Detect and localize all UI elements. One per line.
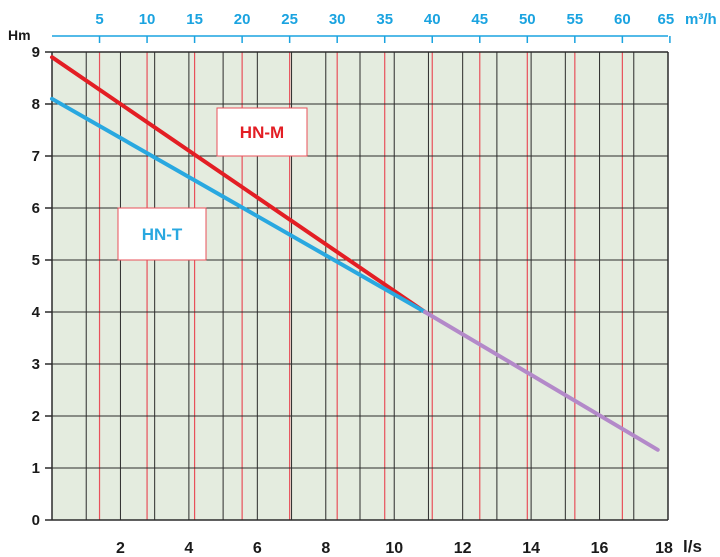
x-axis-title: l/s — [683, 537, 702, 556]
y-tick-label: 7 — [32, 148, 40, 165]
x2-tick-label: 65 — [658, 11, 675, 28]
series-lines — [50, 55, 660, 452]
y-tick-label: 4 — [32, 304, 41, 321]
x2-tick-label: 25 — [281, 11, 298, 28]
x-tick-label: 12 — [454, 540, 472, 557]
y-tick-label: 5 — [32, 252, 40, 269]
y-axis-ticks: 0 1 2 3 4 5 6 7 8 9 — [32, 44, 52, 529]
x-tick-label: 18 — [655, 540, 673, 557]
x2-tick-label: 30 — [329, 11, 346, 28]
x-tick-label: 6 — [253, 540, 262, 557]
x2-tick-label: 15 — [186, 11, 203, 28]
y-tick-label: 6 — [32, 200, 40, 217]
x2-tick-label: 10 — [139, 11, 156, 28]
y-tick-label: 2 — [32, 408, 40, 425]
series-label: HN-M — [240, 123, 284, 142]
series-line — [50, 96, 428, 314]
series-line — [50, 55, 428, 314]
x2-tick-label: 55 — [566, 11, 583, 28]
x-axis-ticks: 2 4 6 8 10 12 14 16 18 — [116, 540, 673, 557]
x-tick-label: 8 — [321, 540, 330, 557]
y-axis-title: Hm — [8, 27, 31, 43]
y-tick-label: 9 — [32, 44, 40, 61]
y-tick-label: 8 — [32, 96, 40, 113]
x2-tick-label: 35 — [376, 11, 393, 28]
x-tick-label: 4 — [184, 540, 193, 557]
x-tick-label: 14 — [522, 540, 540, 557]
series-label-box — [216, 107, 308, 157]
series-labels: HN-M HN-T — [117, 107, 308, 261]
x2-tick-label: 45 — [471, 11, 488, 28]
grid — [51, 51, 669, 521]
x2-tick-label: 20 — [234, 11, 251, 28]
y-tick-label: 3 — [32, 356, 40, 373]
x2-axis-ticks: 5 10 15 20 25 30 35 40 45 50 55 60 65 — [95, 11, 674, 43]
x2-tick-label: 40 — [424, 11, 441, 28]
x2-tick-label: 5 — [95, 11, 103, 28]
series-line — [423, 310, 660, 452]
x2-axis-title: m³/h — [685, 11, 717, 28]
x-tick-label: 16 — [591, 540, 609, 557]
x-tick-label: 2 — [116, 540, 125, 557]
series-label: HN-T — [142, 225, 183, 244]
y-tick-label: 0 — [32, 512, 40, 529]
x2-tick-label: 50 — [519, 11, 536, 28]
series-label-box — [117, 207, 207, 261]
y-tick-label: 1 — [32, 460, 40, 477]
x-tick-label: 10 — [385, 540, 403, 557]
x2-tick-label: 60 — [614, 11, 631, 28]
